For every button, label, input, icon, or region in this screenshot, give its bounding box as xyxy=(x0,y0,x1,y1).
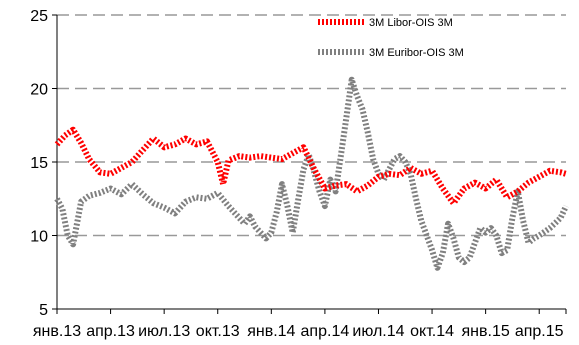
x-tick-label: окт.14 xyxy=(410,323,454,340)
legend: 3M Libor-OIS 3M 3M Euribor-OIS 3M xyxy=(318,17,464,59)
y-tick-label: 15 xyxy=(30,155,48,172)
y-tick-label: 5 xyxy=(39,302,48,319)
x-tick-label: июл.14 xyxy=(352,323,404,340)
x-tick-label: окт.13 xyxy=(196,323,240,340)
x-tick-label: янв.15 xyxy=(462,323,510,340)
x-tick-label: июл.13 xyxy=(138,323,190,340)
3m-euribor-ois-3m-line xyxy=(54,76,569,271)
y-tick-label: 20 xyxy=(30,82,48,99)
legend-label: 3M Libor-OIS 3M xyxy=(369,17,453,29)
x-tick-label: янв.13 xyxy=(33,323,81,340)
grid-lines xyxy=(52,14,566,310)
3m-libor-ois-3m-line xyxy=(54,126,567,207)
x-tick-label: апр.14 xyxy=(301,323,350,340)
x-tick-label: апр.13 xyxy=(86,323,135,340)
legend-label: 3M Euribor-OIS 3M xyxy=(369,47,464,59)
series-lines xyxy=(54,76,569,271)
x-tick-label: янв.14 xyxy=(247,323,295,340)
x-tick-label: апр.15 xyxy=(515,323,564,340)
x-tick-labels: янв.13 апр.13 июл.13 окт.13 янв.14 апр.14 июл.… xyxy=(33,309,567,340)
y-tick-labels: 5 10 15 20 25 xyxy=(30,8,48,319)
y-tick-label: 25 xyxy=(30,8,48,25)
y-tick-label: 10 xyxy=(30,229,48,246)
